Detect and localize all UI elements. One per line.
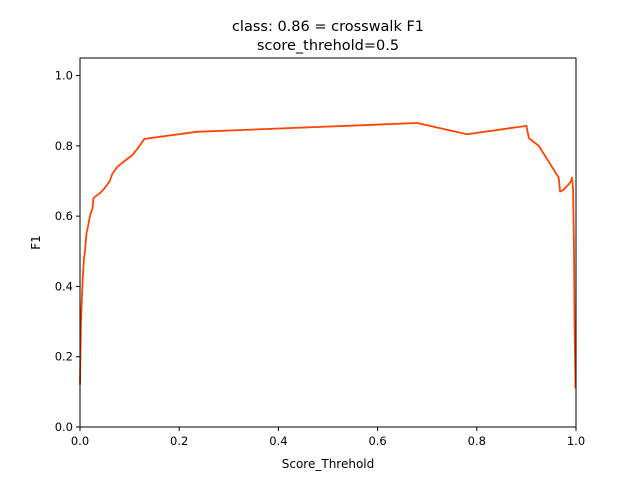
x-tick-label: 0.6	[368, 434, 386, 448]
y-tick-label: 1.0	[55, 69, 73, 83]
x-tick-label: 0.2	[170, 434, 188, 448]
chart-subtitle: score_threhold=0.5	[257, 38, 399, 54]
y-tick-label: 0.6	[55, 209, 73, 223]
x-axis-label: Score_Threhold	[282, 457, 375, 471]
y-axis: 0.0 0.2 0.4 0.6 0.8 1.0	[55, 69, 80, 434]
axes-frame	[79, 57, 577, 428]
x-tick-label: 0.8	[468, 434, 486, 448]
y-axis-label: F1	[29, 235, 43, 250]
y-tick-label: 0.0	[55, 420, 73, 434]
x-tick-label: 1.0	[567, 434, 585, 448]
plot-area	[79, 122, 577, 389]
x-tick-label: 0.4	[269, 434, 287, 448]
y-tick-label: 0.8	[55, 139, 73, 153]
x-axis: 0.0 0.2 0.4 0.6 0.8 1.0	[71, 427, 585, 448]
y-tick-label: 0.2	[55, 350, 73, 364]
x-tick-label: 0.0	[71, 434, 89, 448]
chart-title: class: 0.86 = crosswalk F1	[232, 19, 424, 35]
series-line-0	[79, 122, 577, 389]
y-tick-label: 0.4	[55, 279, 73, 293]
